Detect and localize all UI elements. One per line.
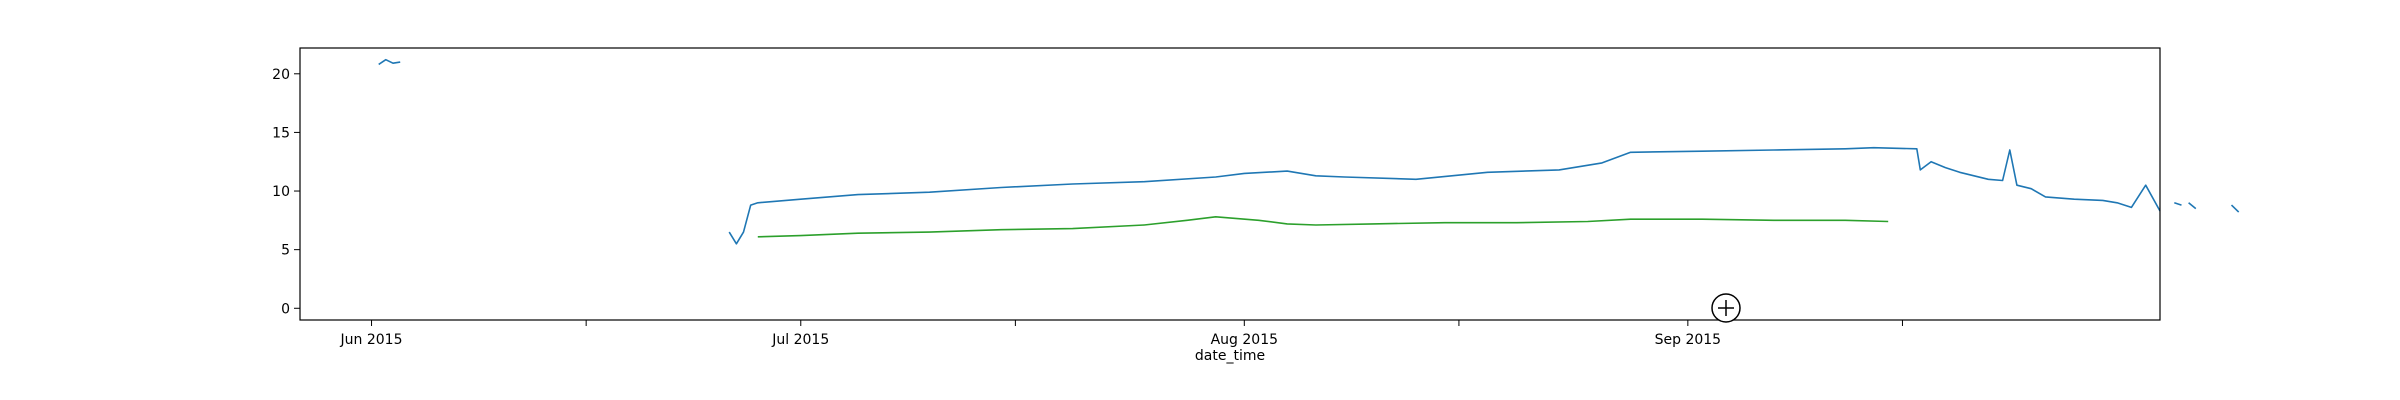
x-tick-label: Aug 2015 bbox=[1211, 332, 1278, 348]
y-axis: 0 5 10 15 20 bbox=[272, 67, 300, 317]
y-tick-label: 20 bbox=[272, 67, 290, 83]
x-axis-title: date_time bbox=[1195, 348, 1265, 364]
y-tick-label: 5 bbox=[281, 243, 290, 259]
series-0-segment-1 bbox=[728, 146, 2161, 245]
y-tick-label: 0 bbox=[281, 301, 290, 317]
x-tick-label: Sep 2015 bbox=[1655, 332, 1721, 348]
series-1-segment-0 bbox=[757, 216, 1889, 238]
series-0-segment-0 bbox=[378, 58, 401, 66]
zoom-in-icon[interactable] bbox=[1711, 293, 1741, 323]
y-tick-label: 15 bbox=[272, 125, 290, 141]
series-layer bbox=[378, 58, 2240, 245]
x-tick-label: Jul 2015 bbox=[771, 332, 829, 348]
x-axis: Jun 2015 Jul 2015 Aug 2015 Sep 2015 bbox=[340, 320, 1903, 348]
series-0-segment-4 bbox=[2230, 204, 2240, 213]
x-tick-label: Jun 2015 bbox=[340, 332, 403, 348]
series-0-segment-2 bbox=[2174, 202, 2182, 206]
y-tick-label: 10 bbox=[272, 184, 290, 200]
plot-frame bbox=[299, 47, 2161, 321]
series-0-segment-3 bbox=[2188, 202, 2197, 210]
